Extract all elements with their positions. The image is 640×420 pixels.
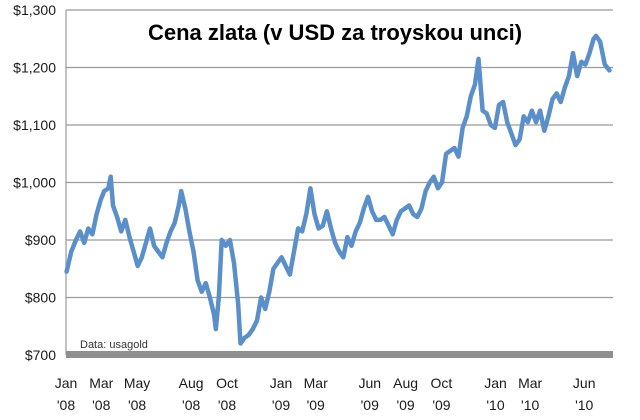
x-axis-ticks: Jan '08 Mar '08 May '08 Aug '08 Oct '08 Jan '09 Mar '…	[55, 375, 596, 413]
series-group	[64, 33, 612, 346]
x-tick-label-month: Mar	[304, 375, 328, 391]
chart-title: Cena zlata (v USD za troyskou unci)	[148, 20, 522, 45]
y-tick-label: $1,000	[13, 175, 56, 191]
x-tick-label-month: Mar	[89, 375, 113, 391]
x-tick-label-month: Jan	[484, 375, 507, 391]
x-tick-label-year: '09	[307, 397, 325, 413]
x-tick-label-month: Jan	[55, 375, 78, 391]
y-axis-ticks: $700 $800 $900 $1,000 $1,100 $1,200 $1,300	[13, 2, 56, 363]
y-tick-label: $1,300	[13, 2, 56, 18]
y-tick-label: $800	[25, 290, 56, 306]
x-tick-label-year: '09	[272, 397, 290, 413]
x-tick-label-month: Jun	[358, 375, 381, 391]
y-tick-label: $1,200	[13, 60, 56, 76]
x-tick-label-month: Aug	[393, 375, 418, 391]
x-tick-label-month: Aug	[179, 375, 204, 391]
x-tick-label-month: May	[124, 375, 150, 391]
series-line-0	[64, 33, 612, 346]
x-tick-label-year: '08	[57, 397, 75, 413]
x-tick-label-year: '10	[486, 397, 504, 413]
x-tick-label-year: '08	[182, 397, 200, 413]
y-tick-label: $1,100	[13, 117, 56, 133]
x-tick-label-year: '08	[218, 397, 236, 413]
gridlines	[65, 9, 613, 355]
x-tick-label-month: Jun	[573, 375, 596, 391]
x-tick-label-month: Oct	[431, 375, 453, 391]
x-tick-label-year: '10	[521, 397, 539, 413]
x-tick-label-year: '09	[396, 397, 414, 413]
x-tick-label-year: '09	[361, 397, 379, 413]
data-source-note: Data: usagold	[80, 339, 148, 351]
x-tick-label-year: '10	[575, 397, 593, 413]
y-tick-label: $700	[25, 347, 56, 363]
x-tick-label-month: Mar	[518, 375, 542, 391]
baseline-band	[66, 351, 613, 358]
x-tick-label-month: Jan	[270, 375, 293, 391]
y-tick-label: $900	[25, 232, 56, 248]
x-tick-label-year: '08	[92, 397, 110, 413]
x-tick-label-month: Oct	[216, 375, 238, 391]
x-tick-label-year: '09	[432, 397, 450, 413]
x-tick-label-year: '08	[128, 397, 146, 413]
